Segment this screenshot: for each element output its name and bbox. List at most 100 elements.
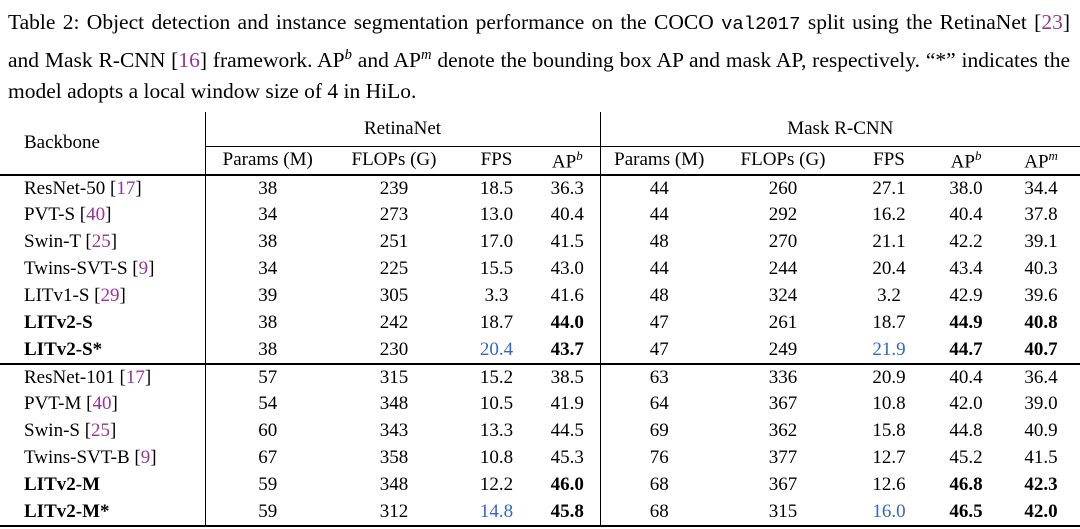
value-cell: 40.3	[1024, 258, 1058, 280]
group-header-maskrcnn: Mask R-CNN	[600, 112, 1080, 147]
col-header-maskrcnn-flops: FLOPs (G)	[718, 146, 849, 176]
value-cell: 41.6	[535, 282, 601, 310]
col-header-backbone: Backbone	[0, 112, 206, 176]
value-cell: 42.0	[949, 393, 983, 415]
value-cell: 239	[379, 177, 409, 199]
value-cell: 20.9	[848, 362, 931, 391]
citation-ref: 25	[91, 420, 111, 442]
value-cell: 39.0	[1024, 393, 1058, 415]
backbone-cell: ResNet-101 [17]	[0, 362, 206, 391]
value-cell: 270	[768, 231, 798, 253]
caption-text-3: ] and Mask R-CNN [	[8, 10, 1071, 73]
caption-code-val2017: val2017	[721, 13, 801, 35]
backbone-cell: ResNet-50 [17]	[0, 174, 206, 202]
value-cell: 41.5	[535, 228, 601, 256]
value-cell: 45.3	[535, 444, 601, 472]
value-cell: 47	[649, 312, 669, 334]
value-cell: 43.7	[535, 336, 601, 364]
col-header-maskrcnn-apb: APb	[930, 146, 1003, 176]
value-cell: 14.8	[458, 498, 535, 527]
caption-sup-m: m	[420, 47, 432, 63]
value-cell: 358	[379, 447, 409, 469]
value-cell: 45.2	[949, 447, 983, 469]
table-row: LITv2-M 59 348 12.2 46.0 68 367 12.6 46.8 42.3	[0, 471, 1080, 499]
table-caption: Table 2: Object detection and instance s…	[0, 0, 1080, 107]
value-cell: 10.8	[479, 447, 514, 469]
citation-ref-16: 16	[178, 48, 200, 73]
value-cell: 46.0	[535, 471, 601, 499]
value-cell: 40.4	[535, 201, 601, 229]
value-cell: 46.5	[930, 498, 1003, 527]
value-cell: 36.4	[1002, 362, 1080, 391]
backbone-cell: Swin-T [25]	[0, 228, 206, 256]
value-cell: 54	[258, 393, 278, 415]
value-cell: 13.0	[479, 204, 514, 226]
value-cell: 20.4	[872, 258, 906, 280]
backbone-cell: LITv1-S [29]	[0, 282, 206, 310]
value-cell: 43.4	[949, 258, 983, 280]
value-cell: 40.8	[1024, 312, 1058, 334]
citation-ref: 17	[116, 177, 136, 199]
value-cell: 46.8	[949, 474, 983, 496]
citation-ref: 40	[92, 393, 112, 415]
value-cell: 21.9	[872, 338, 906, 360]
value-cell: 3.2	[877, 285, 901, 307]
value-cell: 40.7	[1024, 338, 1058, 360]
value-cell: 44.0	[535, 309, 601, 337]
value-cell: 42.0	[1002, 498, 1080, 527]
backbone-cell: PVT-S [40]	[0, 201, 206, 229]
subheader-row: Params (M) FLOPs (G) FPS APb Params (M) …	[0, 146, 1080, 176]
value-cell: 292	[768, 204, 798, 226]
value-cell: 21.1	[872, 231, 906, 253]
backbone-cell: Swin-S [25]	[0, 417, 206, 445]
value-cell: 40.4	[949, 204, 983, 226]
caption-text-6: denote the bounding box AP and mask AP, …	[8, 48, 1070, 104]
table-row: PVT-S [40] 34 273 13.0 40.4 44 292 16.2 40.4 37.8	[0, 201, 1080, 229]
value-cell: 315	[330, 362, 458, 391]
value-cell: 362	[768, 420, 798, 442]
value-cell: 34	[258, 258, 278, 280]
value-cell: 63	[600, 362, 719, 391]
value-cell: 69	[649, 420, 669, 442]
table-row: ResNet-101 [17] 57 315 15.2 38.5 63 336 20.9 40.…	[0, 362, 1080, 391]
value-cell: 12.6	[872, 474, 906, 496]
value-cell: 13.3	[479, 420, 514, 442]
value-cell: 225	[379, 258, 409, 280]
col-header-retinanet-fps: FPS	[458, 146, 535, 176]
value-cell: 348	[379, 393, 409, 415]
value-cell: 38.0	[949, 177, 983, 199]
value-cell: 315	[718, 498, 849, 527]
citation-ref: 25	[91, 231, 111, 253]
value-cell: 37.8	[1024, 204, 1058, 226]
value-cell: 39.6	[1024, 285, 1058, 307]
table-row: Twins-SVT-B [9] 67 358 10.8 45.3 76 377 12.7 45.…	[0, 444, 1080, 472]
group-header-retinanet: RetinaNet	[205, 112, 601, 147]
value-cell: 16.0	[848, 498, 931, 527]
backbone-cell: LITv2-S	[0, 309, 206, 337]
col-header-retinanet-apb: APb	[535, 146, 601, 176]
value-cell: 42.9	[949, 285, 983, 307]
value-cell: 48	[649, 231, 669, 253]
value-cell: 41.9	[535, 390, 601, 418]
citation-ref: 17	[125, 366, 145, 388]
value-cell: 47	[649, 338, 669, 360]
value-cell: 44	[649, 177, 669, 199]
value-cell: 17.0	[479, 231, 514, 253]
col-header-retinanet-params: Params (M)	[205, 146, 330, 176]
value-cell: 45.8	[535, 498, 601, 527]
value-cell: 59	[258, 474, 278, 496]
value-cell: 244	[768, 258, 798, 280]
value-cell: 18.7	[479, 312, 514, 334]
citation-ref: 29	[100, 285, 120, 307]
value-cell: 38.5	[535, 362, 601, 391]
caption-text-2: split using the RetinaNet [	[800, 10, 1042, 34]
table-body: ResNet-50 [17] 38 239 18.5 36.3 44 260 27.1 38.0…	[0, 174, 1080, 527]
value-cell: 324	[768, 285, 798, 307]
value-cell: 261	[768, 312, 798, 334]
citation-ref-23: 23	[1041, 10, 1063, 34]
value-cell: 16.2	[872, 204, 906, 226]
value-cell: 27.1	[872, 177, 906, 199]
value-cell: 38	[258, 177, 278, 199]
value-cell: 367	[768, 393, 798, 415]
value-cell: 273	[379, 204, 409, 226]
